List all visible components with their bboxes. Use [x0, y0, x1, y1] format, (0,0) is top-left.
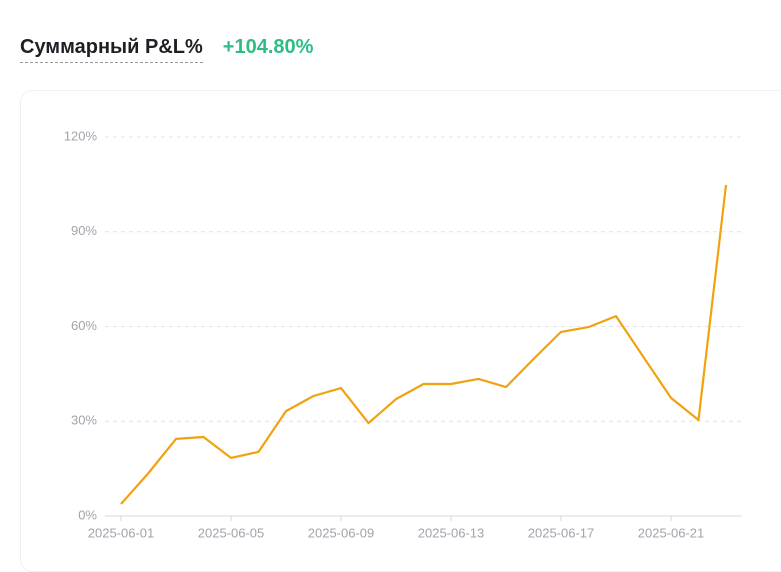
y-tick-label: 120%	[64, 128, 98, 143]
y-tick-label: 30%	[71, 413, 97, 428]
title[interactable]: Суммарный P&L%	[20, 36, 203, 63]
pnl-line	[120, 184, 728, 505]
x-tick-label: 2025-06-13	[418, 525, 485, 540]
x-tick-label: 2025-06-09	[308, 525, 375, 540]
x-tick-label: 2025-06-01	[88, 525, 155, 540]
x-tick-label: 2025-06-21	[638, 525, 705, 540]
y-tick-label: 0%	[78, 507, 97, 522]
x-tick-label: 2025-06-17	[528, 525, 595, 540]
header: Суммарный P&L% +104.80%	[20, 36, 313, 63]
chart: 0% 30% 60% 90% 120% 2025-06-01 2025-06-05 2025-…	[64, 128, 742, 540]
x-tick-label: 2025-06-05	[198, 525, 265, 540]
y-tick-label: 60%	[71, 318, 97, 333]
page: Суммарный P&L% +104.80% 0% 30% 60% 90% 120% 2…	[20, 36, 781, 572]
y-tick-label: 90%	[71, 223, 97, 238]
pnl-value: +104.80%	[222, 36, 314, 58]
